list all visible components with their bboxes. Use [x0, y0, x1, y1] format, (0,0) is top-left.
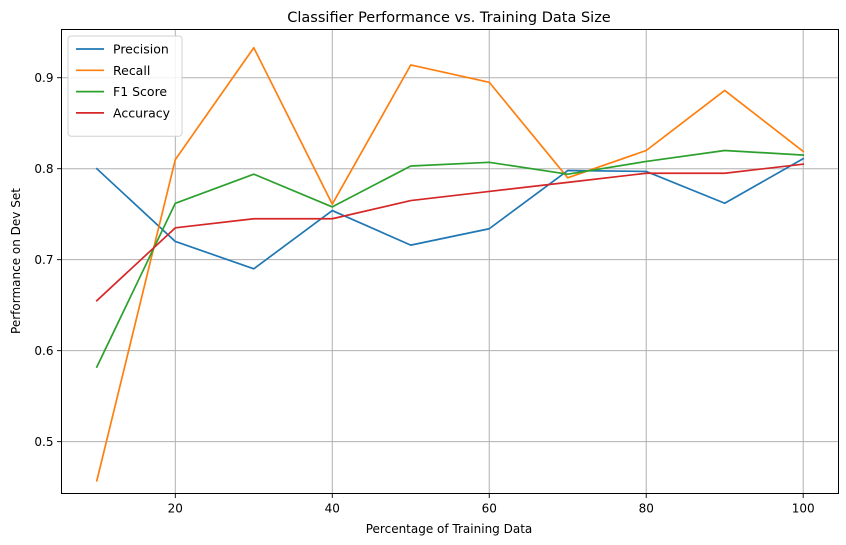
- y-axis-label: Performance on Dev Set: [9, 188, 23, 334]
- x-tick-label: 80: [639, 502, 654, 516]
- axis-ticks: 20 40 60 80 100 0.5 0.6 0.7 0.8 0.9: [34, 71, 814, 515]
- legend: Precision Recall F1 Score Accuracy: [67, 35, 183, 137]
- grid: [61, 29, 839, 494]
- y-tick-label: 0.6: [34, 344, 53, 358]
- chart-title: Classifier Performance vs. Training Data…: [287, 10, 611, 26]
- y-tick-label: 0.5: [34, 435, 53, 449]
- legend-label-f1-score: F1 Score: [113, 84, 167, 99]
- series-line-recall: [95, 46, 805, 482]
- y-tick-label: 0.8: [34, 162, 53, 176]
- legend-label-recall: Recall: [113, 63, 150, 78]
- x-tick-label: 40: [325, 502, 340, 516]
- y-tick-label: 0.7: [34, 253, 53, 267]
- x-axis-label: Percentage of Training Data: [366, 522, 533, 536]
- series-line-precision: [95, 157, 805, 270]
- plot-frame: [61, 29, 839, 494]
- x-tick-label: 60: [482, 502, 497, 516]
- y-tick-label: 0.9: [34, 71, 53, 85]
- x-tick-label: 100: [792, 502, 815, 516]
- legend-label-accuracy: Accuracy: [113, 105, 171, 120]
- legend-label-precision: Precision: [113, 42, 169, 57]
- x-tick-label: 20: [168, 502, 183, 516]
- legend-box: [67, 35, 183, 137]
- series-line-accuracy: [95, 163, 805, 302]
- series-line-f1-score: [95, 149, 805, 369]
- series-lines: [95, 46, 805, 482]
